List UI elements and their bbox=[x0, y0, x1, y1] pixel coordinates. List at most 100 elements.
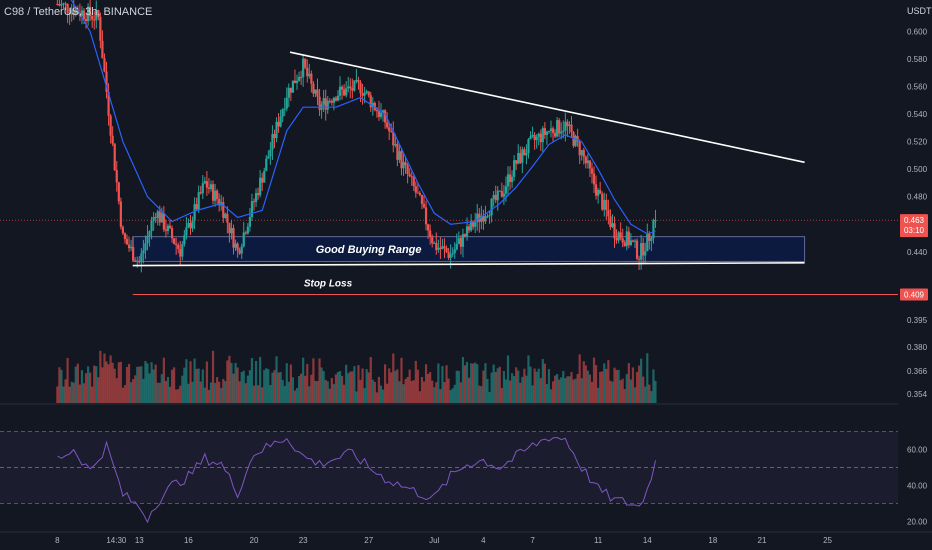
volume-bar bbox=[510, 373, 514, 403]
candle-body bbox=[422, 203, 426, 208]
volume-bar bbox=[349, 371, 352, 403]
volume-bar bbox=[646, 353, 649, 403]
volume-bar bbox=[330, 378, 333, 403]
volume-bar bbox=[240, 372, 243, 403]
volume-bar bbox=[369, 357, 372, 403]
volume-bar bbox=[138, 366, 141, 403]
candle-body bbox=[451, 253, 454, 255]
volume-bar bbox=[107, 364, 110, 403]
candle-body bbox=[273, 133, 276, 139]
candle-body bbox=[558, 120, 561, 134]
volume-bar bbox=[490, 372, 493, 403]
volume-bar bbox=[459, 382, 462, 403]
candle-body bbox=[404, 162, 407, 166]
volume-bar bbox=[396, 369, 399, 403]
volume-bar bbox=[623, 389, 626, 403]
volume-bar bbox=[457, 370, 460, 403]
volume-bar bbox=[252, 385, 256, 403]
volume-bar bbox=[277, 372, 280, 403]
candle-body bbox=[465, 226, 469, 237]
volume-bar bbox=[353, 366, 356, 403]
volume-bar bbox=[300, 373, 303, 403]
candle-body bbox=[445, 247, 448, 252]
volume-bar bbox=[422, 381, 426, 403]
volume-bar bbox=[357, 365, 360, 403]
volume-bar bbox=[580, 378, 583, 403]
volume-axis-label: 0.354 bbox=[907, 390, 928, 399]
volume-bar bbox=[474, 362, 477, 403]
volume-bar bbox=[136, 366, 139, 403]
candle-body bbox=[318, 96, 321, 110]
candle-body bbox=[336, 95, 340, 101]
volume-bar bbox=[533, 368, 536, 403]
candle-body bbox=[158, 211, 161, 223]
candle-body bbox=[297, 76, 301, 81]
volume-bar bbox=[158, 382, 161, 403]
candle-body bbox=[383, 110, 387, 123]
candle-body bbox=[463, 234, 467, 237]
volume-bar bbox=[58, 367, 61, 403]
time-tick-label: Jul bbox=[429, 536, 439, 545]
volume-bar bbox=[310, 374, 313, 403]
candle-body bbox=[82, 10, 86, 19]
volume-bar bbox=[132, 379, 135, 403]
candle-body bbox=[86, 6, 90, 22]
volume-bar bbox=[60, 369, 63, 403]
candle-body bbox=[408, 174, 411, 177]
candle-body bbox=[568, 124, 571, 127]
candle-body bbox=[437, 247, 440, 250]
candle-body bbox=[95, 10, 98, 21]
volume-bar bbox=[441, 366, 444, 403]
volume-bar bbox=[56, 386, 59, 403]
volume-bar bbox=[297, 375, 301, 403]
candle-body bbox=[244, 232, 247, 234]
candle-body bbox=[560, 131, 563, 134]
candle-body bbox=[127, 244, 131, 249]
volume-bar bbox=[558, 379, 561, 403]
volume-bar bbox=[588, 374, 592, 403]
candle-body bbox=[89, 6, 92, 17]
candle-body bbox=[576, 136, 579, 142]
candle-body bbox=[584, 156, 587, 164]
candle-body bbox=[500, 190, 503, 197]
candle-body bbox=[328, 100, 331, 102]
candle-body bbox=[363, 92, 366, 96]
time-tick-label: 21 bbox=[758, 536, 767, 545]
volume-bar bbox=[332, 384, 335, 403]
volume-bar bbox=[564, 378, 567, 403]
volume-bar bbox=[293, 390, 297, 403]
volume-bar bbox=[93, 365, 96, 403]
candle-body bbox=[625, 231, 628, 247]
volume-axis-label: 0.380 bbox=[907, 343, 928, 352]
volume-bar bbox=[652, 369, 655, 403]
candle-body bbox=[527, 139, 530, 154]
candle-body bbox=[388, 127, 391, 132]
candle-body bbox=[115, 170, 118, 183]
volume-bar bbox=[119, 361, 122, 403]
volume-bar bbox=[582, 361, 585, 403]
volume-bar bbox=[322, 370, 325, 403]
volume-bar bbox=[154, 364, 157, 403]
candle-body bbox=[304, 58, 307, 68]
volume-bar bbox=[246, 375, 249, 403]
volume-bar bbox=[238, 381, 241, 403]
volume-bar bbox=[461, 357, 465, 403]
candle-body bbox=[453, 249, 456, 254]
time-tick-label: 25 bbox=[823, 536, 832, 545]
candle-body bbox=[396, 143, 399, 160]
candle-body bbox=[347, 86, 350, 89]
volume-bar bbox=[412, 380, 415, 403]
candle-body bbox=[254, 193, 258, 202]
volume-bar bbox=[351, 371, 354, 403]
candle-body bbox=[441, 246, 444, 249]
candle-body bbox=[631, 240, 635, 242]
candle-body bbox=[168, 225, 172, 229]
volume-bar bbox=[197, 368, 200, 403]
price-tick-label: 0.500 bbox=[907, 165, 928, 174]
volume-bar bbox=[187, 383, 190, 403]
candle-body bbox=[496, 190, 499, 201]
lines-layer bbox=[70, 0, 805, 267]
candle-body bbox=[619, 232, 622, 239]
volume-bar bbox=[148, 373, 151, 403]
volume-bar bbox=[201, 369, 204, 403]
